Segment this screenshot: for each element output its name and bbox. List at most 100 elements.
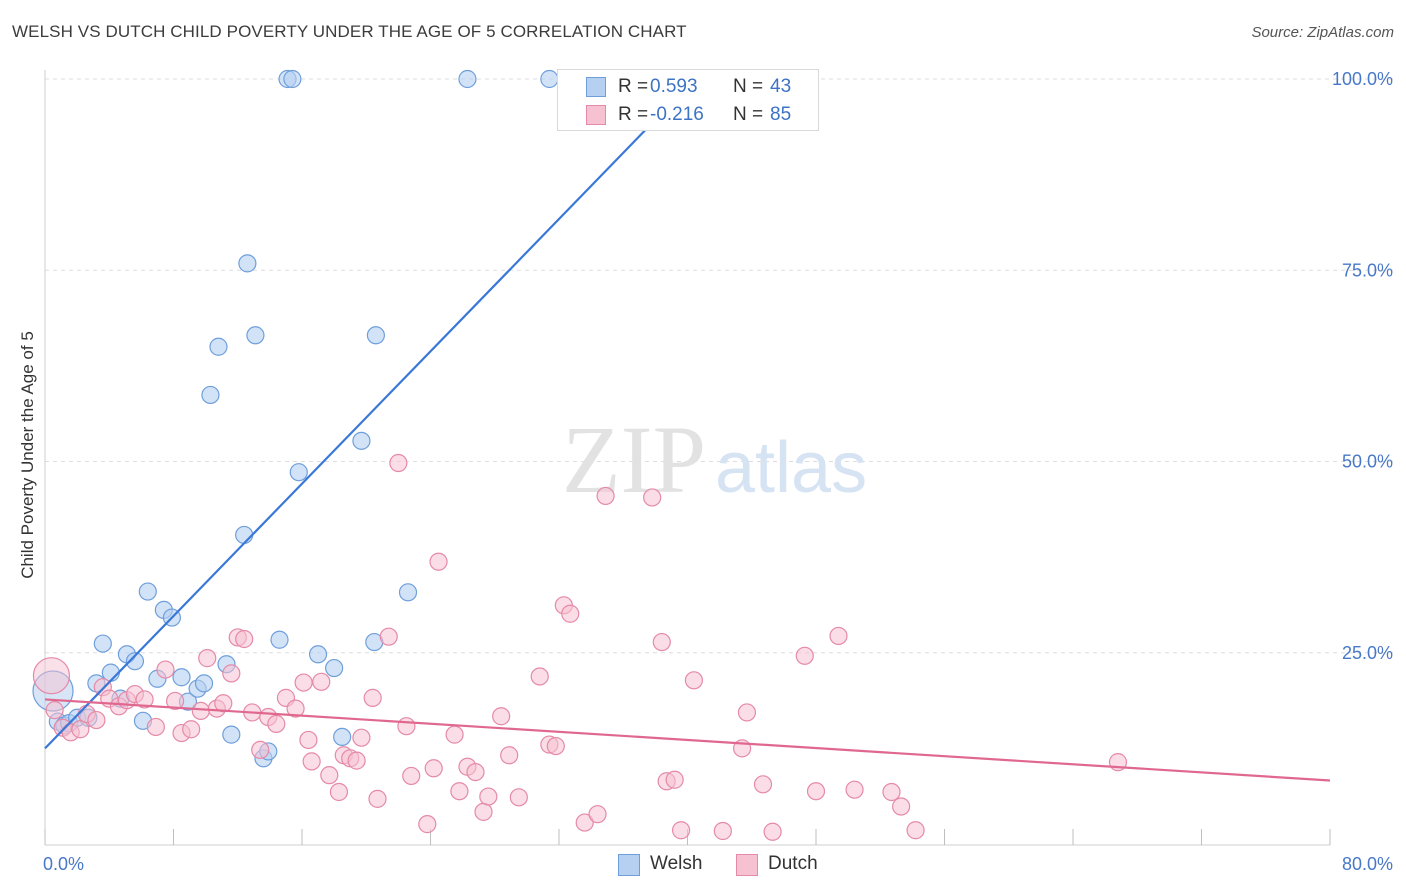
welsh-point	[398, 583, 418, 602]
stats-row-dutch: R = -0.216 N = 85	[558, 100, 818, 130]
dutch-point	[32, 657, 71, 695]
dutch-point	[267, 714, 286, 733]
x-tick-label-start: 0.0%	[43, 854, 84, 874]
dutch-point	[753, 775, 773, 794]
dutch-point	[251, 740, 270, 760]
dutch-point	[596, 486, 615, 506]
dutch-point	[402, 766, 421, 786]
welsh-point	[325, 658, 344, 678]
dutch-point	[445, 725, 464, 744]
legend-dutch-label: Dutch	[768, 853, 818, 874]
dutch-point	[546, 736, 565, 756]
dutch-point	[87, 710, 106, 730]
welsh-point	[458, 69, 477, 89]
welsh-point	[235, 525, 254, 545]
dutch-trend-line	[44, 698, 1331, 782]
dutch-r-label: R =	[618, 104, 649, 125]
dutch-swatch	[586, 105, 606, 125]
legend-dutch-swatch	[736, 854, 758, 876]
dutch-point	[329, 782, 349, 802]
axes	[44, 70, 1331, 846]
welsh-point	[194, 674, 214, 693]
welsh-point	[352, 431, 371, 450]
chart-source: Source: ZipAtlas.com	[1251, 24, 1394, 41]
dutch-point	[235, 629, 254, 649]
dutch-point	[389, 453, 408, 473]
welsh-point	[93, 634, 112, 653]
dutch-point	[795, 646, 814, 665]
y-tick-label-50: 50.0%	[1342, 452, 1393, 472]
welsh-point	[125, 652, 145, 671]
dutch-point	[299, 730, 318, 750]
welsh-point	[222, 725, 241, 744]
dutch-point	[222, 664, 241, 683]
dutch-point	[379, 627, 398, 646]
tick-labels: 25.0% 50.0% 75.0% 100.0% 0.0% 80.0%	[43, 69, 1393, 874]
dutch-point	[492, 707, 511, 726]
dutch-point	[368, 789, 387, 808]
welsh-n-value: 43	[770, 76, 792, 97]
dutch-point	[713, 821, 732, 841]
dutch-point	[45, 701, 64, 720]
watermark-zip: ZIP	[562, 406, 706, 513]
welsh-point	[209, 337, 228, 356]
dutch-point	[806, 782, 826, 801]
welsh-point	[238, 254, 257, 273]
dutch-point	[450, 782, 469, 801]
welsh-point	[201, 385, 220, 405]
dutch-point	[166, 691, 185, 711]
dutch-point	[575, 813, 594, 832]
dutch-point	[500, 746, 519, 765]
dutch-point	[352, 728, 371, 747]
dutch-point	[892, 797, 911, 816]
dutch-point	[737, 703, 757, 722]
watermark-atlas: atlas	[715, 428, 867, 508]
dutch-point	[182, 720, 201, 739]
dutch-point	[561, 604, 580, 623]
gridlines	[45, 78, 1395, 654]
legend-welsh-swatch	[618, 854, 640, 876]
dutch-point	[294, 673, 313, 692]
welsh-point	[172, 668, 191, 687]
dutch-point	[479, 787, 498, 806]
dutch-point	[71, 720, 90, 739]
welsh-point	[246, 326, 265, 345]
welsh-point	[138, 582, 157, 601]
dutch-point	[312, 672, 331, 691]
dutch-point	[763, 822, 782, 841]
stats-box: R = 0.593 N = 43 R = -0.216 N = 85	[557, 69, 819, 131]
welsh-r-value: 0.593	[650, 76, 698, 97]
chart-title: WELSH VS DUTCH CHILD POVERTY UNDER THE A…	[12, 22, 687, 41]
dutch-point	[429, 552, 448, 571]
y-tick-label-75: 75.0%	[1342, 260, 1393, 280]
dutch-point	[146, 717, 165, 737]
welsh-point	[333, 727, 352, 747]
dutch-point	[684, 671, 704, 690]
dutch-point	[652, 632, 671, 652]
welsh-point	[289, 463, 308, 482]
dutch-point	[320, 766, 339, 785]
dutch-r-value: -0.216	[650, 104, 704, 125]
welsh-point	[283, 69, 302, 89]
dutch-point	[286, 699, 305, 718]
welsh-point	[308, 645, 328, 664]
dutch-point	[671, 821, 691, 840]
dutch-point	[191, 701, 210, 720]
dutch-point	[397, 717, 416, 736]
x-tick-label-end: 80.0%	[1342, 854, 1393, 874]
dutch-point	[198, 649, 217, 668]
dutch-point	[882, 782, 901, 802]
dutch-points	[32, 453, 1128, 841]
y-tick-label-100: 100.0%	[1332, 69, 1393, 89]
welsh-r-label: R =	[618, 76, 649, 97]
legend: Welsh Dutch	[0, 851, 1406, 879]
welsh-point	[270, 630, 289, 649]
welsh-point	[366, 326, 385, 345]
dutch-point	[665, 770, 684, 789]
welsh-points	[32, 69, 559, 768]
dutch-point	[302, 752, 321, 771]
dutch-point	[845, 780, 864, 799]
dutch-point	[363, 688, 382, 707]
watermark: ZIP atlas	[562, 406, 867, 513]
